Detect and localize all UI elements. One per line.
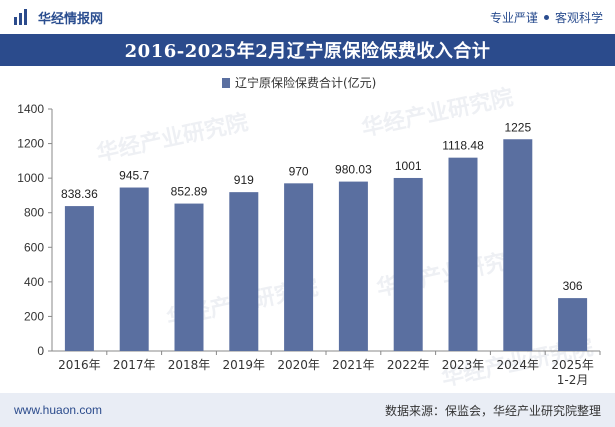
data-label: 980.03	[335, 163, 372, 177]
y-tick-label: 400	[24, 275, 44, 289]
legend-label: 辽宁原保险保费合计(亿元)	[235, 75, 376, 90]
brand-logo-icon	[14, 9, 27, 25]
tagline-left: 专业严谨	[489, 10, 538, 25]
bar-chart: 辽宁原保险保费合计(亿元) 0 200 400 600 800 1000 1200 1400 83…	[17, 75, 601, 387]
x-tick-label: 2019年	[223, 358, 266, 372]
y-tick-label: 600	[24, 240, 44, 254]
x-tick-label: 2018年	[168, 358, 211, 372]
bar[interactable]	[64, 206, 94, 351]
bar[interactable]	[448, 157, 478, 351]
chart-title: 2016-2025年2月辽宁原保险保费收入合计	[0, 34, 615, 66]
top-bar: 华经情报网 专业严谨 客观科学	[0, 0, 615, 34]
data-label: 306	[563, 279, 583, 293]
y-tick-label: 1200	[17, 137, 44, 151]
tagline-dot-icon	[543, 14, 549, 20]
bar[interactable]	[503, 139, 533, 351]
data-label: 919	[234, 173, 254, 187]
x-tick-label: 2024年	[497, 358, 540, 372]
brand-name: 华经情报网	[38, 11, 104, 27]
x-tick-label: 2020年	[277, 358, 320, 372]
data-label: 945.7	[119, 169, 149, 183]
tagline: 专业严谨 客观科学	[490, 9, 603, 26]
x-tick-label: 2017年	[113, 358, 156, 372]
y-tick-label: 800	[24, 206, 44, 220]
data-label: 838.36	[61, 187, 98, 201]
data-label: 1118.48	[442, 139, 484, 153]
x-tick-label: 2023年	[442, 358, 485, 372]
footer-source: 数据来源：保监会，华经产业研究院整理	[384, 403, 601, 418]
data-label: 852.89	[171, 185, 208, 199]
brand: 华经情报网	[12, 7, 103, 27]
bar[interactable]	[119, 187, 149, 351]
tagline-right: 客观科学	[554, 10, 603, 25]
bar[interactable]	[558, 298, 588, 351]
data-label: 970	[289, 164, 309, 178]
y-tick-label: 1000	[17, 171, 44, 185]
data-label: 1225	[504, 120, 531, 134]
bar[interactable]	[338, 181, 368, 351]
y-tick-label: 1400	[17, 102, 44, 116]
x-tick-label: 2025年	[551, 358, 594, 372]
x-tick-label: 2022年	[387, 358, 430, 372]
bar[interactable]	[393, 177, 423, 351]
footer: www.huaon.com 数据来源：保监会，华经产业研究院整理	[0, 393, 615, 427]
data-label: 1001	[395, 159, 422, 173]
footer-url[interactable]: www.huaon.com	[14, 403, 103, 417]
x-tick-label: 2016年	[58, 358, 101, 372]
legend-swatch	[222, 78, 230, 88]
bar[interactable]	[284, 183, 314, 351]
y-tick-label: 0	[37, 344, 44, 358]
x-tick-label: 2021年	[332, 358, 375, 372]
bar[interactable]	[174, 203, 204, 351]
x-tick-label: 1-2月	[557, 373, 589, 387]
bar[interactable]	[229, 192, 259, 351]
y-tick-label: 200	[24, 309, 44, 323]
